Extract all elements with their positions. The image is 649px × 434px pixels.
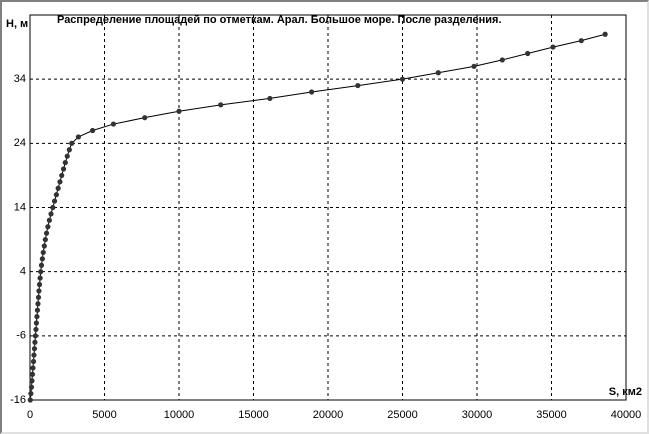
point [59,172,65,179]
point [37,275,43,281]
point [42,236,48,243]
y-tick-label: -6 [16,330,26,342]
point [89,127,96,134]
point [53,192,59,198]
point [309,89,315,95]
point [32,333,39,339]
point [36,288,42,294]
point [64,153,70,159]
point [142,115,148,121]
point [45,224,51,230]
point [51,198,58,204]
point [32,339,38,345]
point [39,256,45,262]
point [29,378,35,384]
point [31,352,37,358]
y-tick-label: 24 [14,137,26,149]
point [29,371,36,377]
point [35,301,41,307]
point [27,397,33,403]
point [355,82,361,89]
point [28,384,35,390]
point [471,63,477,69]
point [36,281,43,288]
x-tick-label: 20000 [313,409,344,421]
point [550,44,556,50]
plot-frame [29,14,627,401]
y-tick-label: 34 [14,73,26,85]
x-tick-label: 35000 [536,409,567,421]
x-tick-label: 40000 [611,409,642,421]
point [33,320,40,326]
point [75,134,82,140]
point [435,70,441,76]
point [399,76,406,82]
point [34,307,41,313]
y-tick-label: 14 [14,201,26,213]
point [34,313,40,320]
point [62,159,68,166]
x-tick-label: 5000 [92,409,116,421]
point [499,57,505,63]
chart-title: Распределение площадей по отметкам. Арал… [57,14,502,26]
point [525,50,531,57]
point [33,326,39,333]
x-tick-label: 10000 [164,409,195,421]
point [30,358,37,365]
point [176,108,182,114]
point [40,249,46,256]
line [29,33,606,401]
point [31,346,38,352]
point [218,102,224,108]
point [69,140,75,146]
point [50,204,56,211]
point [38,262,45,268]
point [43,230,50,236]
point [55,185,61,191]
point [60,166,67,172]
x-tick-label: 15000 [238,409,269,421]
point [110,121,117,127]
point [30,365,36,371]
point [38,269,44,275]
point [267,95,273,102]
point [46,217,52,223]
x-tick-label: 25000 [387,409,418,421]
point [66,147,72,153]
point [48,211,54,217]
point [28,390,34,397]
y-axis-label: H, м [6,18,28,30]
point [41,243,47,249]
y-tick-label: 4 [20,266,26,278]
point [57,179,63,185]
x-tick-label: 30000 [462,409,493,421]
point [602,31,608,37]
point [578,38,584,44]
x-tick-label: 0 [27,409,33,421]
point [35,294,42,300]
x-axis-label: S, км2 [609,386,642,398]
y-tick-label: -16 [10,394,26,406]
